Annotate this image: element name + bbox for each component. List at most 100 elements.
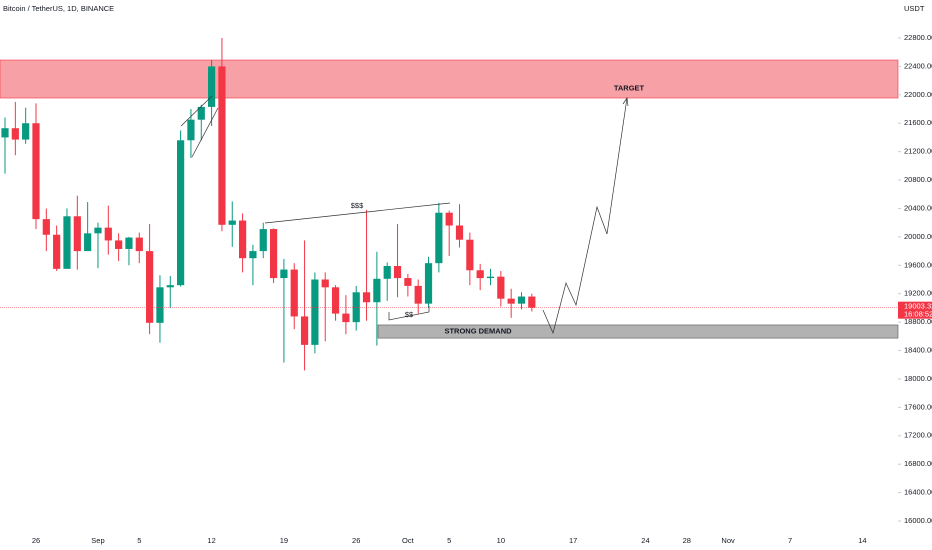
candle-body xyxy=(486,276,495,279)
candle-body xyxy=(84,233,92,252)
candle-body xyxy=(135,237,143,252)
candle-body xyxy=(259,229,267,252)
x-tick-label: 7 xyxy=(788,536,792,545)
trendline xyxy=(264,202,451,224)
zone xyxy=(0,59,899,99)
y-tick-label: 20000.00 xyxy=(904,232,932,241)
x-tick-label: 10 xyxy=(497,536,505,545)
candle-body xyxy=(362,292,371,303)
zones: TARGET STRONG DEMAND xyxy=(0,59,899,339)
candle-body xyxy=(1,128,9,138)
liquidity-bracket xyxy=(388,306,430,321)
x-tick-label: 12 xyxy=(207,536,215,545)
candle-body xyxy=(455,225,464,240)
wedge-line xyxy=(180,95,213,127)
candle-body xyxy=(342,313,350,323)
candle-body xyxy=(383,266,391,279)
price-axis: 26 Sep 5 12 19 26 Oct 5 10 17 24 28 Nov 7 14 16000.00 16… xyxy=(32,33,932,545)
candle-body xyxy=(290,269,298,317)
y-tick-label: 22400.00 xyxy=(904,61,932,70)
last-price-box xyxy=(898,301,932,319)
candles xyxy=(0,38,898,371)
y-tick-label: 21200.00 xyxy=(904,147,932,156)
candle-body xyxy=(53,234,61,269)
candle-body xyxy=(32,123,40,220)
x-tick-label: 17 xyxy=(569,536,577,545)
y-tick-label: 18400.00 xyxy=(904,346,932,355)
candle-body xyxy=(476,270,484,279)
candle-body xyxy=(393,266,402,279)
candle-body xyxy=(445,212,453,226)
candle-body xyxy=(331,287,340,314)
candle-body xyxy=(300,316,309,345)
candle-body xyxy=(197,106,205,120)
y-tick-label: 18000.00 xyxy=(904,374,932,383)
chart-title: Bitcoin / TetherUS, 1D, BINANCE xyxy=(3,4,114,13)
candle-body xyxy=(528,296,536,308)
zone xyxy=(377,324,899,339)
candle-body xyxy=(63,216,71,269)
candle-body xyxy=(497,276,505,299)
x-tick-label: 26 xyxy=(32,536,40,545)
candle-body xyxy=(218,66,226,225)
candle-body xyxy=(177,140,185,286)
candle-body xyxy=(466,239,474,271)
projection-arrowhead xyxy=(622,97,629,107)
axis-unit: USDT xyxy=(904,4,925,13)
x-tick-label: Sep xyxy=(91,536,104,545)
candle-body xyxy=(507,298,515,304)
x-tick-label: 19 xyxy=(280,536,288,545)
y-tick-label: 22000.00 xyxy=(904,90,932,99)
candle-body xyxy=(269,229,278,279)
candle-body xyxy=(166,285,174,288)
candle-body xyxy=(238,220,247,259)
candle-body xyxy=(424,263,433,304)
candle-body xyxy=(249,251,257,259)
candle-body xyxy=(311,279,319,345)
y-tick-label: 22800.00 xyxy=(904,33,932,42)
zone-label: STRONG DEMAND xyxy=(444,327,512,336)
annotation: $$ xyxy=(405,310,414,319)
candle-body xyxy=(115,240,123,249)
y-tick-label: 16400.00 xyxy=(904,488,932,497)
candle-body xyxy=(228,220,236,225)
y-tick-label: 19600.00 xyxy=(904,260,932,269)
zone-label: TARGET xyxy=(614,84,645,93)
y-tick-label: 20400.00 xyxy=(904,203,932,212)
x-tick-label: 5 xyxy=(447,536,451,545)
x-tick-label: 5 xyxy=(137,536,141,545)
candle-body xyxy=(404,278,412,286)
candle-body xyxy=(11,128,19,140)
y-tick-label: 19200.00 xyxy=(904,289,932,298)
candle-body xyxy=(373,278,381,303)
candle-body xyxy=(104,227,112,241)
x-tick-label: 26 xyxy=(352,536,360,545)
candle-body xyxy=(22,123,30,140)
candle-body xyxy=(94,227,102,234)
candle-body xyxy=(187,119,195,141)
candle-body xyxy=(146,251,154,323)
candle-body xyxy=(280,269,288,279)
y-tick-label: 17200.00 xyxy=(904,431,932,440)
annotation: $$$ xyxy=(351,201,364,210)
last-price-label: 19003.32 xyxy=(904,302,932,311)
candle-body xyxy=(321,279,329,288)
countdown-label: 16:08:52 xyxy=(904,310,932,319)
candle-body xyxy=(73,216,81,252)
candle-body xyxy=(435,212,443,264)
y-tick-label: 17600.00 xyxy=(904,402,932,411)
candle-body xyxy=(125,237,133,249)
candle-body xyxy=(42,219,50,235)
candle-body xyxy=(156,287,164,323)
candle-body xyxy=(414,285,422,304)
y-tick-label: 16000.00 xyxy=(904,516,932,525)
x-tick-label: 28 xyxy=(683,536,691,545)
y-tick-label: 18800.00 xyxy=(904,317,932,326)
projection-path xyxy=(542,97,628,335)
y-tick-label: 21600.00 xyxy=(904,118,932,127)
wedge-line xyxy=(191,107,219,158)
candle-body xyxy=(517,296,526,304)
x-tick-label: Nov xyxy=(721,536,735,545)
x-tick-label: Oct xyxy=(402,536,415,545)
